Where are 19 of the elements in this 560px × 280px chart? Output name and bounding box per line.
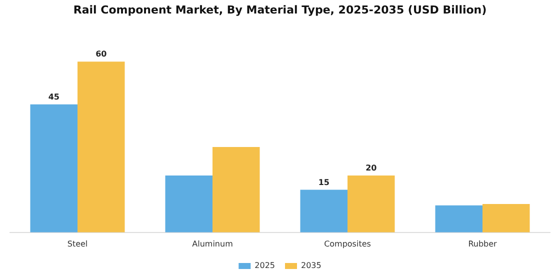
x-tick-label: Aluminum	[192, 239, 234, 248]
legend-label: 2025	[254, 261, 275, 270]
legend-label: 2035	[301, 261, 322, 270]
chart-title: Rail Component Market, By Material Type, 2025-2035 (USD Billion)	[73, 3, 487, 16]
data-label: 20	[366, 164, 378, 173]
data-label: 60	[96, 50, 108, 59]
bar	[348, 175, 395, 232]
bar	[78, 62, 125, 232]
bar	[165, 175, 212, 232]
bar	[30, 104, 78, 232]
x-tick-label: Steel	[67, 239, 88, 248]
bar	[435, 205, 482, 232]
x-tick-label: Rubber	[468, 239, 498, 248]
bar	[300, 190, 348, 232]
bar	[212, 147, 260, 232]
data-label: 45	[48, 92, 60, 102]
bar	[482, 204, 530, 232]
x-tick-label: Composites	[324, 239, 371, 248]
data-label: 15	[318, 178, 330, 187]
